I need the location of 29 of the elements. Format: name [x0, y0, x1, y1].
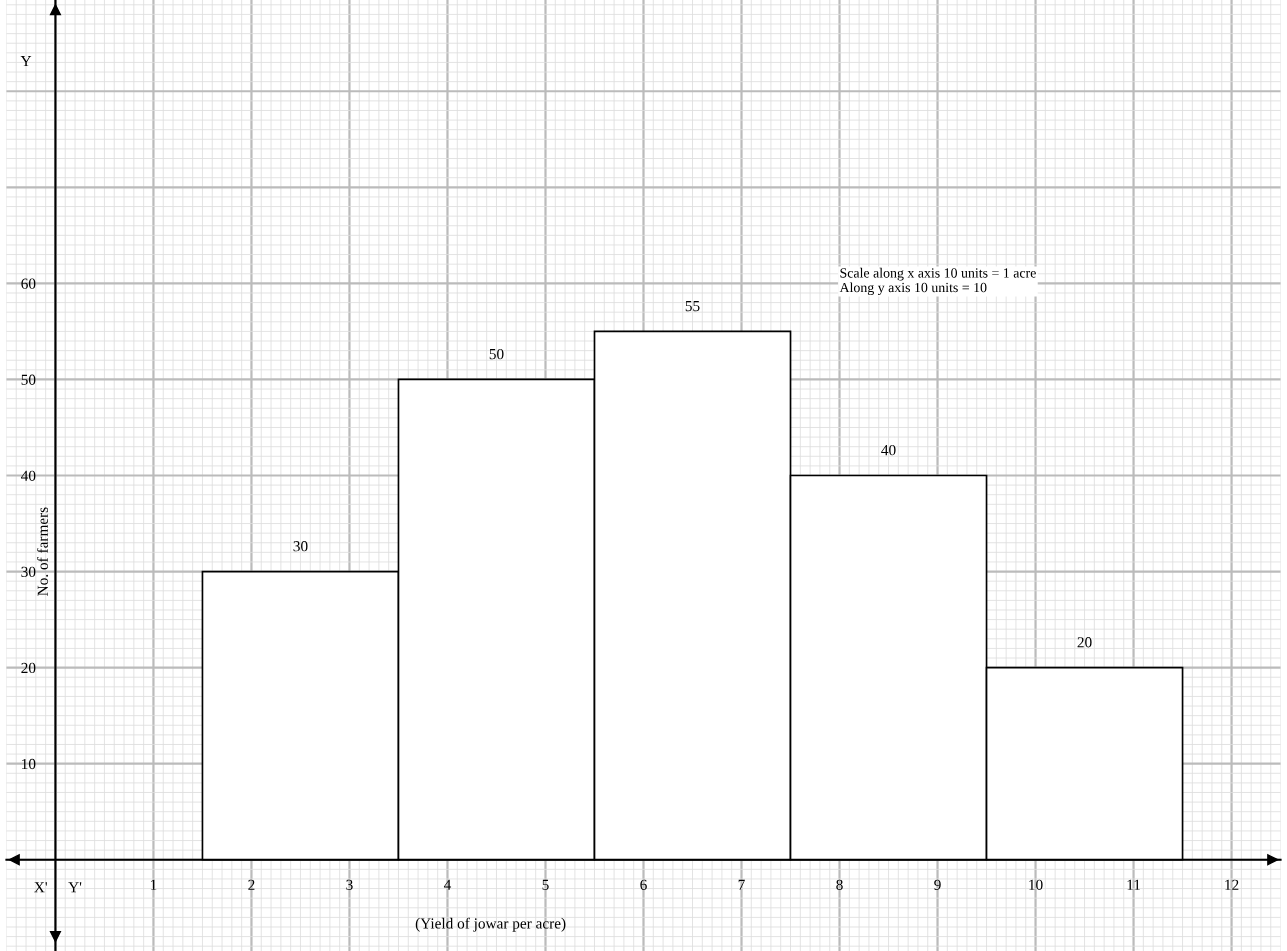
y-tick-label: 30: [21, 566, 36, 578]
x-tick-label: 12: [1225, 879, 1239, 890]
x-tick-label: 1: [150, 879, 157, 890]
data-label: 30: [293, 541, 308, 552]
x-tick-label: 7: [738, 879, 745, 890]
x-tick-label: 3: [346, 879, 353, 890]
annotation: X': [34, 882, 47, 893]
y-tick-label: 50: [21, 374, 36, 385]
x-tick-label: 11: [1127, 879, 1140, 890]
annotation: Y': [68, 882, 82, 893]
data-label: 50: [489, 348, 504, 360]
data-label: 55: [685, 301, 700, 312]
y-tick-label: 60: [21, 278, 36, 289]
y-tick-label: 10: [22, 758, 36, 770]
annotation: Y: [20, 56, 32, 67]
x-tick-label: 4: [443, 879, 452, 890]
y-tick-label: 40: [21, 470, 36, 481]
x-tick-label: 9: [934, 879, 941, 890]
x-axis-title: (Yield of jowar per acre): [415, 917, 566, 932]
x-tick-label: 6: [640, 879, 647, 890]
x-tick-label: 5: [542, 879, 549, 890]
y-axis-title: No. of farmers: [37, 507, 48, 596]
x-tick-label: 2: [248, 879, 255, 890]
annotation: Scale along x axis 10 units = 1 acre Along y axis 10 units = 10: [839, 267, 1036, 296]
data-label: 40: [881, 445, 896, 456]
x-tick-label: 10: [1029, 879, 1043, 890]
y-tick-label: 20: [21, 662, 36, 674]
x-tick-label: 8: [836, 879, 843, 890]
data-label: 20: [1077, 637, 1092, 648]
